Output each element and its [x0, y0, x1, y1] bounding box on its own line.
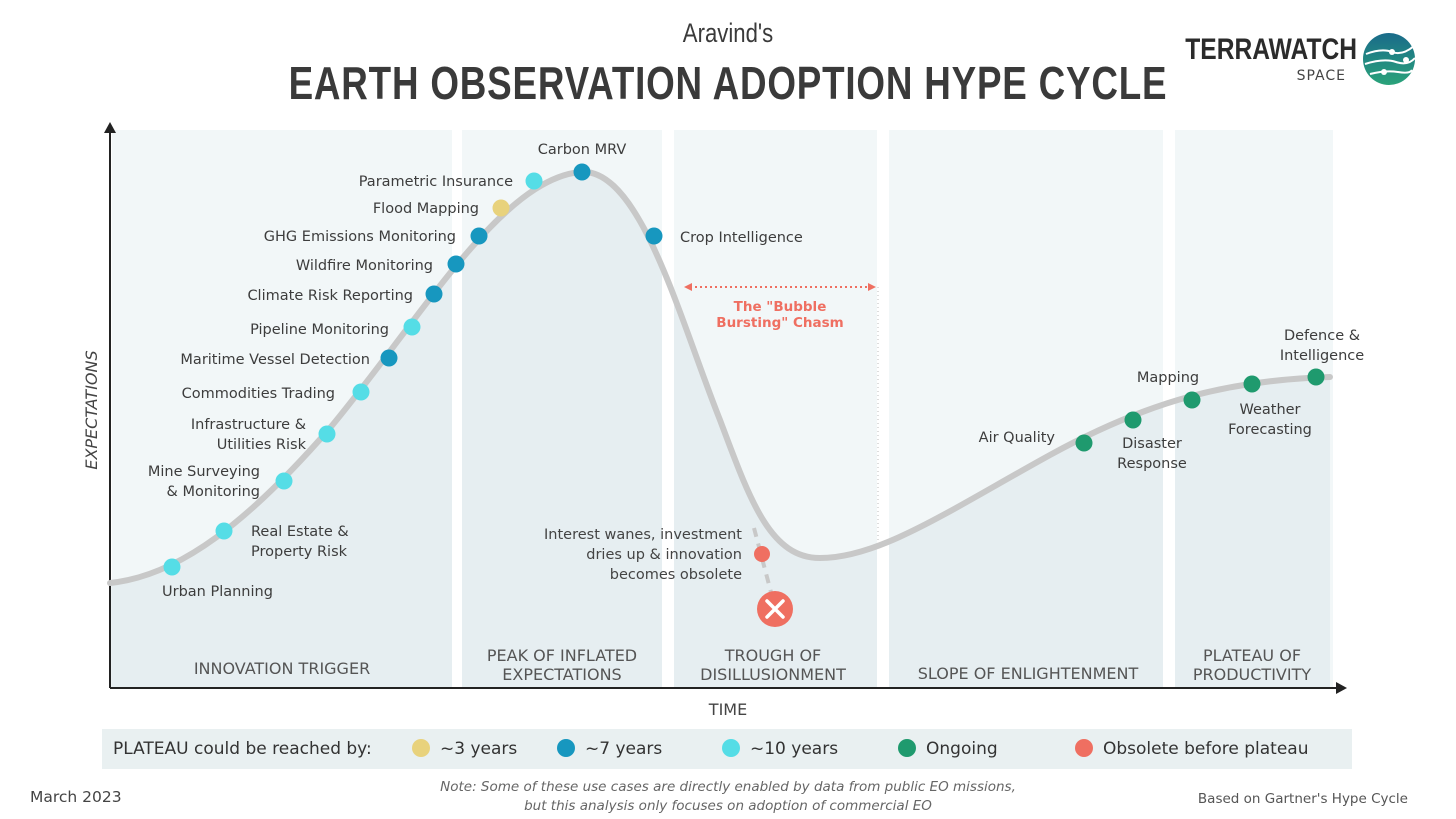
phase-label-2: PEAK OF INFLATED EXPECTATIONS — [487, 646, 637, 684]
legend-dot-7-years — [557, 739, 575, 757]
obsolete-marker — [754, 546, 770, 562]
subtitle: Aravind's — [682, 18, 774, 48]
obsolete-branch — [752, 527, 774, 597]
use-case-label-mine-surveying-and-monitoring: Mine Surveying & Monitoring — [148, 464, 260, 500]
legend-dot-obsolete-before-plateau — [1075, 739, 1093, 757]
hype-cycle-diagram: INNOVATION TRIGGER PEAK OF INFLATED EXPECT… — [82, 122, 1364, 719]
source-credit: Based on Gartner's Hype Cycle — [1197, 791, 1408, 807]
use-case-label-flood-mapping: Flood Mapping — [373, 201, 479, 217]
phase-label-5: PLATEAU OF PRODUCTIVITY — [1193, 646, 1311, 684]
use-case-dot-climate-risk-reporting — [425, 285, 443, 303]
use-case-label-urban-planning: Urban Planning — [162, 584, 273, 600]
x-axis-arrow-icon — [1336, 682, 1347, 694]
use-case-dot-parametric-insurance — [525, 172, 543, 190]
y-axis-arrow-icon — [104, 122, 116, 133]
chasm-label: The "Bubble Bursting" Chasm — [716, 299, 843, 331]
use-case-dot-commodities-trading — [352, 383, 370, 401]
use-case-label-wildfire-monitoring: Wildfire Monitoring — [296, 258, 433, 274]
use-case-dot-infrastructure-and-utilities-risk — [318, 425, 336, 443]
use-case-label-infrastructure-and-utilities-risk: Infrastructure & Utilities Risk — [191, 417, 307, 453]
use-case-dot-real-estate-and-property-risk — [215, 522, 233, 540]
obsolete-note: Interest wanes, investment dries up & inn… — [544, 527, 742, 583]
use-case-dot-pipeline-monitoring — [403, 318, 421, 336]
use-case-label-defence-and-intelligence: Defence & Intelligence — [1280, 328, 1364, 364]
use-case-dot-weather-forecasting — [1243, 375, 1261, 393]
x-axis-label: TIME — [708, 700, 747, 719]
legend-prefix: PLATEAU could be reached by: — [113, 739, 372, 759]
legend-dot-10-years — [722, 739, 740, 757]
use-case-label-air-quality: Air Quality — [979, 430, 1056, 446]
use-case-dot-ghg-emissions-monitoring — [470, 227, 488, 245]
footnote-line-1: Note: Some of these use cases are direct… — [440, 779, 1016, 795]
footnote: Note: Some of these use cases are direct… — [328, 778, 1128, 816]
use-case-dot-carbon-mrv — [573, 163, 591, 181]
use-case-label-ghg-emissions-monitoring: GHG Emissions Monitoring — [264, 229, 456, 245]
legend-label-3-years: ~3 years — [440, 739, 518, 759]
use-case-dot-wildfire-monitoring — [447, 255, 465, 273]
brand-subtitle: SPACE — [1296, 68, 1346, 84]
y-axis-label: EXPECTATIONS — [82, 350, 101, 469]
use-case-label-disaster-response: Disaster Response — [1117, 436, 1187, 472]
chasm-right-arrow-icon — [868, 283, 876, 291]
legend-label-obsolete-before-plateau: Obsolete before plateau — [1103, 739, 1309, 759]
use-case-dot-disaster-response — [1124, 411, 1142, 429]
use-case-label-climate-risk-reporting: Climate Risk Reporting — [247, 288, 413, 304]
use-case-dot-crop-intelligence — [645, 227, 663, 245]
phase-label-3: TROUGH OF DISILLUSIONMENT — [700, 646, 846, 684]
brand-name: TERRAWATCH — [1185, 33, 1358, 66]
use-case-dot-mine-surveying-and-monitoring — [275, 472, 293, 490]
date-label: March 2023 — [30, 788, 122, 806]
use-case-dot-mapping — [1183, 391, 1201, 409]
chasm-left-arrow-icon — [684, 283, 692, 291]
legend-label-7-years: ~7 years — [585, 739, 663, 759]
footnote-line-2: but this analysis only focuses on adopti… — [524, 798, 932, 814]
use-case-label-mapping: Mapping — [1137, 370, 1199, 386]
close-icon — [757, 591, 793, 627]
use-case-dot-flood-mapping — [492, 199, 510, 217]
legend-label-10-years: ~10 years — [750, 739, 839, 759]
legend-label-ongoing: Ongoing — [926, 739, 998, 759]
use-case-label-parametric-insurance: Parametric Insurance — [359, 174, 513, 190]
use-case-label-real-estate-and-property-risk: Real Estate & Property Risk — [251, 524, 349, 560]
phase-label-4: SLOPE OF ENLIGHTENMENT — [918, 664, 1139, 683]
page-title: EARTH OBSERVATION ADOPTION HYPE CYCLE — [288, 57, 1168, 109]
legend-dot-ongoing — [898, 739, 916, 757]
use-case-label-weather-forecasting: Weather Forecasting — [1228, 402, 1312, 438]
use-case-label-carbon-mrv: Carbon MRV — [538, 142, 627, 158]
terrawatch-logo-icon — [1363, 33, 1416, 85]
use-case-dot-urban-planning — [163, 558, 181, 576]
phase-label-1: INNOVATION TRIGGER — [194, 659, 370, 678]
use-case-label-commodities-trading: Commodities Trading — [182, 386, 335, 402]
use-case-dot-defence-and-intelligence — [1307, 368, 1325, 386]
curve-area — [110, 171, 1330, 688]
legend-dot-3-years — [412, 739, 430, 757]
use-case-label-pipeline-monitoring: Pipeline Monitoring — [250, 322, 389, 338]
use-case-label-maritime-vessel-detection: Maritime Vessel Detection — [180, 352, 370, 368]
use-case-label-crop-intelligence: Crop Intelligence — [680, 230, 803, 246]
use-case-dot-maritime-vessel-detection — [380, 349, 398, 367]
use-case-dot-air-quality — [1075, 434, 1093, 452]
